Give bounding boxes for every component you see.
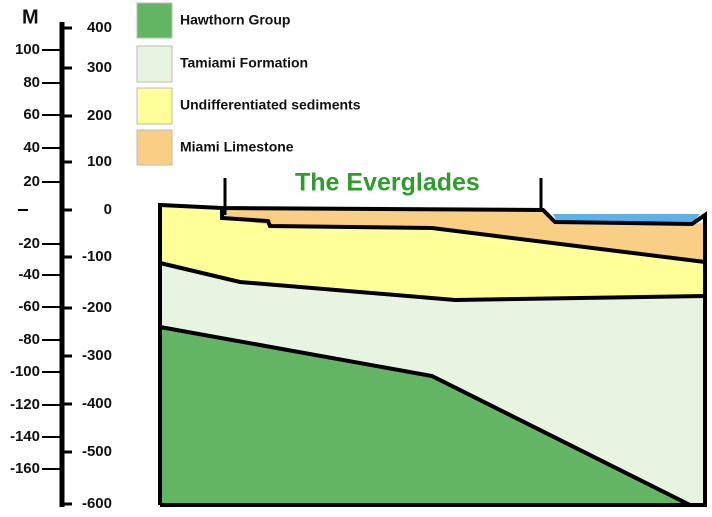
cross-section xyxy=(158,178,707,507)
feet-label: -400 xyxy=(82,395,112,412)
meter-label: -160 xyxy=(10,460,40,477)
meter-label: -100 xyxy=(10,363,40,380)
legend-label: Miami Limestone xyxy=(180,139,294,155)
meter-label: 100 xyxy=(15,41,40,58)
feet-label: 0 xyxy=(104,201,112,218)
feet-label: -300 xyxy=(82,347,112,364)
title: The Everglades xyxy=(295,169,480,197)
meter-label: 20 xyxy=(23,173,40,190)
legend-label: Undifferentiated sediments xyxy=(180,97,361,113)
feet-label: -600 xyxy=(82,495,112,512)
tamiami-layer xyxy=(160,263,705,505)
boundary xyxy=(159,325,691,507)
legend-swatch xyxy=(136,87,173,125)
feet-label: -100 xyxy=(82,248,112,265)
feet-label: -200 xyxy=(82,299,112,316)
boundary xyxy=(159,261,706,303)
meter-label: -140 xyxy=(10,428,40,445)
meter-label: 80 xyxy=(23,74,40,91)
feet-label: 200 xyxy=(87,107,112,124)
legend-label: Tamiami Formation xyxy=(180,55,308,71)
legend-swatch xyxy=(136,129,173,166)
meter-label: -60 xyxy=(18,298,40,315)
feet-label: 400 xyxy=(87,19,112,36)
undifferentiated-layer xyxy=(160,205,705,300)
meter-label: -80 xyxy=(18,331,40,348)
feet-label: 100 xyxy=(87,153,112,170)
legend-swatch xyxy=(136,2,173,39)
legend-swatch xyxy=(136,45,173,83)
legend xyxy=(136,2,173,166)
outlines xyxy=(158,178,707,507)
unit-label: M xyxy=(22,6,39,28)
feet-label: -500 xyxy=(82,443,112,460)
hawthorn-layer xyxy=(160,327,690,505)
miami-layer xyxy=(222,207,705,262)
meter-label: 60 xyxy=(23,106,40,123)
outline xyxy=(158,202,707,507)
meter-label: -120 xyxy=(10,396,40,413)
legend-label: Hawthorn Group xyxy=(180,12,290,28)
boundary xyxy=(220,208,706,264)
meter-label: -40 xyxy=(18,266,40,283)
meter-label: 40 xyxy=(23,139,40,156)
meter-label: -20 xyxy=(18,235,40,252)
feet-label: 300 xyxy=(87,59,112,76)
